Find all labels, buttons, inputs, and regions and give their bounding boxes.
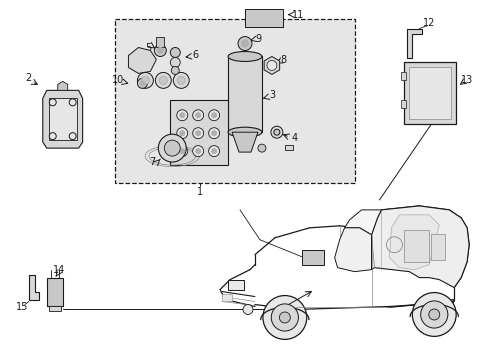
Circle shape [241,40,248,47]
Circle shape [208,128,219,139]
Circle shape [195,113,200,118]
Circle shape [411,293,455,336]
Ellipse shape [227,51,262,62]
Circle shape [273,129,279,135]
Circle shape [243,305,252,315]
Circle shape [164,140,180,156]
Bar [401,100,406,108]
Text: 12: 12 [422,18,435,28]
Polygon shape [371,206,468,288]
Circle shape [158,134,186,162]
Polygon shape [58,81,67,90]
Circle shape [177,76,185,84]
Circle shape [192,146,203,157]
Circle shape [208,110,219,121]
Circle shape [176,128,187,139]
Polygon shape [264,57,279,75]
Bar [115,19,354,183]
Bar [404,230,428,262]
Circle shape [180,149,184,154]
Bar [156,37,164,46]
Text: 6: 6 [192,50,198,60]
Circle shape [271,304,298,331]
Circle shape [176,110,187,121]
Polygon shape [232,132,258,152]
Bar [47,278,62,306]
Circle shape [195,131,200,136]
Circle shape [159,76,167,84]
Bar [401,72,406,80]
Circle shape [258,144,265,152]
Bar [430,234,444,260]
Bar [301,250,323,265]
Circle shape [141,76,149,84]
Circle shape [170,48,180,58]
Circle shape [180,113,184,118]
Circle shape [170,58,180,67]
Text: 3: 3 [268,90,274,100]
Text: 7: 7 [149,157,155,167]
Bar [170,100,227,165]
Text: 1: 1 [197,187,203,197]
Text: 14: 14 [53,265,65,275]
Bar [49,306,61,311]
Circle shape [208,146,219,157]
Circle shape [238,37,251,50]
Bar [408,67,450,119]
Circle shape [270,126,282,138]
Circle shape [69,133,76,140]
Circle shape [137,72,153,88]
Circle shape [428,309,439,320]
Circle shape [192,128,203,139]
Polygon shape [334,228,371,272]
Circle shape [211,131,216,136]
Text: 9: 9 [254,33,261,44]
Bar [222,293,232,301]
Circle shape [263,296,306,339]
Polygon shape [128,48,156,73]
Bar [227,280,244,289]
Polygon shape [29,275,39,300]
Circle shape [211,113,216,118]
Bar [285,145,292,150]
Text: 8: 8 [280,55,286,66]
Circle shape [180,131,184,136]
Bar [49,98,77,140]
Polygon shape [388,215,438,270]
Bar [227,57,262,132]
Text: 11: 11 [291,10,304,20]
Polygon shape [42,90,82,148]
Circle shape [157,48,163,54]
Circle shape [195,149,200,154]
Circle shape [49,99,56,106]
Circle shape [69,99,76,106]
Circle shape [155,72,171,88]
Circle shape [171,67,179,75]
Circle shape [279,312,290,323]
Text: 13: 13 [460,75,472,85]
Circle shape [176,146,187,157]
Circle shape [49,133,56,140]
Bar [244,9,282,27]
Polygon shape [407,28,422,58]
Circle shape [173,72,189,88]
Polygon shape [344,210,381,235]
Text: 5: 5 [145,42,151,53]
Circle shape [154,45,166,57]
Text: 10: 10 [112,75,124,85]
Circle shape [192,110,203,121]
Bar [404,62,455,124]
Text: 4: 4 [291,133,297,143]
Text: 2: 2 [26,73,32,84]
Circle shape [420,301,447,328]
Circle shape [211,149,216,154]
Ellipse shape [227,127,262,137]
Circle shape [140,81,144,86]
Circle shape [137,78,147,88]
Circle shape [266,60,276,71]
Text: 15: 15 [16,302,28,311]
